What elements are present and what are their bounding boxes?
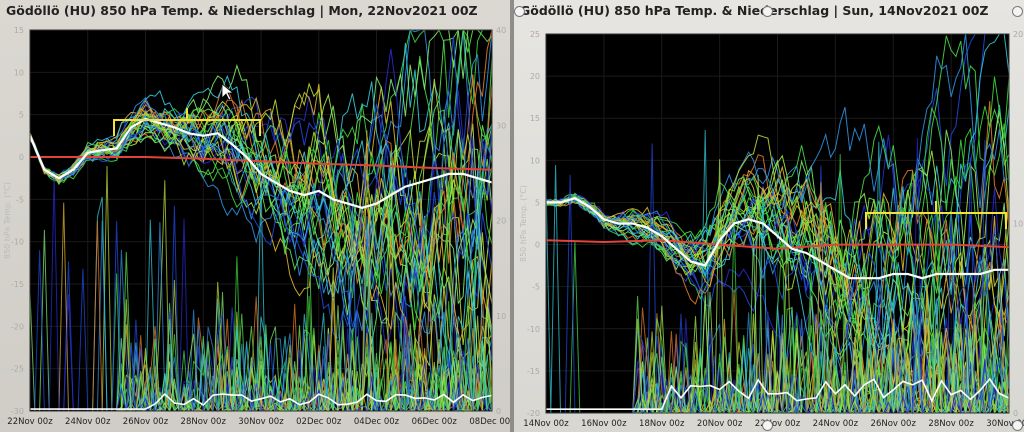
y-tick-label: -25 bbox=[11, 365, 24, 374]
ensemble-member-temp-line bbox=[29, 119, 493, 398]
ensemble-chart-left: 15 10 5 0 -5 -10 -15 -20 -25 -30 40 30 20 10 0 22Nov 00… bbox=[3, 26, 510, 427]
x-tick-label: 30Nov 00z bbox=[238, 417, 284, 427]
ensemble-member-temp-line bbox=[545, 129, 1010, 364]
window-handle-top-center[interactable] bbox=[762, 6, 773, 17]
y-tick-label: -20 bbox=[527, 409, 540, 418]
y2-tick-label: 0 bbox=[496, 407, 501, 416]
x-tick-label: 08Dec 00z bbox=[469, 417, 510, 427]
window-handle-top-left[interactable] bbox=[514, 6, 525, 17]
chart-title-right: Gödöllö (HU) 850 hPa Temp. & Niederschla… bbox=[520, 3, 989, 18]
ensemble-mean-line bbox=[546, 197, 1009, 280]
y2-tick-label: 10 bbox=[496, 312, 506, 321]
cursor-arrow bbox=[221, 83, 235, 101]
window-handle-bottom-center[interactable] bbox=[762, 420, 773, 431]
x-tick-label: 22Nov 00z bbox=[7, 417, 53, 427]
climatology-line bbox=[545, 239, 1010, 250]
y-tick-label: 5 bbox=[19, 111, 24, 120]
window-handle-bottom-right[interactable] bbox=[1012, 420, 1023, 431]
x-tick-label: 18Nov 00z bbox=[639, 419, 685, 429]
x-tick-label: 16Nov 00z bbox=[581, 419, 627, 429]
x-tick-label: 26Nov 00z bbox=[123, 417, 169, 427]
chart-panel-left: Gödöllö (HU) 850 hPa Temp. & Niederschla… bbox=[0, 0, 510, 432]
x-tick-label: 28Nov 00z bbox=[928, 419, 974, 429]
plot-frame bbox=[29, 29, 493, 412]
x-tick-label: 14Nov 00z bbox=[523, 419, 569, 429]
ensemble-member-temp-line bbox=[545, 100, 1010, 385]
y-tick-label: -20 bbox=[11, 322, 24, 331]
chart-title-left: Gödöllö (HU) 850 hPa Temp. & Niederschla… bbox=[6, 3, 478, 18]
ensemble-mean-line bbox=[28, 117, 493, 209]
x-tick-label: 04Dec 00z bbox=[354, 417, 400, 427]
ensemble-chart-right: 25 20 15 10 5 0 -5 -10 -15 -20 20 10 0 14Nov 00z 16Nov… bbox=[519, 30, 1024, 429]
annotation-bracket bbox=[865, 201, 1007, 229]
ensemble-member-temp-line bbox=[29, 29, 493, 302]
climatology-line bbox=[30, 156, 493, 171]
x-tick-label: 24Nov 00z bbox=[813, 419, 859, 429]
x-tick-label: 28Nov 00z bbox=[181, 417, 227, 427]
ensemble-member-temp-line bbox=[545, 134, 1010, 415]
ensemble-member-temp-line bbox=[29, 90, 493, 384]
y-tick-label: -5 bbox=[532, 283, 540, 292]
y-tick-label: -15 bbox=[527, 367, 540, 376]
x-tick-label: 26Nov 00z bbox=[871, 419, 917, 429]
mean-precip-line bbox=[546, 377, 1010, 411]
y-tick-label: 15 bbox=[14, 26, 24, 35]
x-tick-label: 22Nov 00z bbox=[755, 419, 801, 429]
x-tick-label: 30Nov 00z bbox=[986, 419, 1024, 429]
y-tick-label: 10 bbox=[14, 68, 24, 77]
y2-tick-label: 20 bbox=[496, 217, 506, 226]
y-axis-label: 850 hPa Temp. (°C) bbox=[519, 185, 528, 262]
y-tick-label: -30 bbox=[11, 407, 24, 416]
y-tick-label: 10 bbox=[530, 156, 540, 165]
y-tick-label: 0 bbox=[19, 153, 24, 162]
y-tick-label: -10 bbox=[527, 325, 540, 334]
panel-divider bbox=[510, 0, 514, 432]
x-tick-label: 24Nov 00z bbox=[65, 417, 111, 427]
ensemble-member-temp-line bbox=[545, 33, 1009, 414]
y-tick-label: -10 bbox=[11, 238, 24, 247]
ensemble-member-temp-line bbox=[545, 186, 1010, 384]
cursor-icon bbox=[221, 83, 235, 101]
y2-tick-label: 20 bbox=[1013, 30, 1023, 39]
x-tick-label: 06Dec 00z bbox=[412, 417, 458, 427]
plot-frame bbox=[545, 33, 1010, 414]
annotation-bracket bbox=[113, 108, 261, 136]
y-tick-label: 25 bbox=[530, 30, 540, 39]
y-tick-label: 15 bbox=[530, 114, 540, 123]
ensemble-member-temp-line bbox=[545, 33, 1010, 402]
y2-tick-label: 40 bbox=[496, 26, 506, 35]
ensemble-member-temp-line bbox=[545, 134, 1010, 414]
ensemble-member-temp-line bbox=[545, 177, 1010, 338]
y-tick-label: -15 bbox=[11, 280, 24, 289]
mean-precip-line bbox=[30, 392, 493, 410]
window-handle-top-right[interactable] bbox=[1012, 6, 1023, 17]
y-tick-label: 20 bbox=[530, 72, 540, 81]
y2-tick-label: 0 bbox=[1013, 409, 1018, 418]
ensemble-member-temp-line bbox=[29, 98, 493, 368]
ensemble-member-temp-line bbox=[29, 36, 493, 340]
ensemble-member-temp-line bbox=[545, 166, 1010, 414]
chart-panel-right: Gödöllö (HU) 850 hPa Temp. & Niederschla… bbox=[514, 0, 1024, 432]
y2-tick-label: 10 bbox=[1013, 220, 1023, 229]
y-axis-label: 850 hPa Temp. (°C) bbox=[3, 182, 12, 259]
y2-tick-label: 30 bbox=[496, 121, 506, 130]
ensemble-member-temp-line bbox=[545, 165, 1010, 415]
x-tick-label: 02Dec 00z bbox=[296, 417, 342, 427]
y-tick-label: 0 bbox=[535, 241, 540, 250]
x-tick-label: 20Nov 00z bbox=[697, 419, 743, 429]
y-tick-label: -5 bbox=[16, 195, 24, 204]
y-tick-label: 5 bbox=[535, 198, 540, 207]
